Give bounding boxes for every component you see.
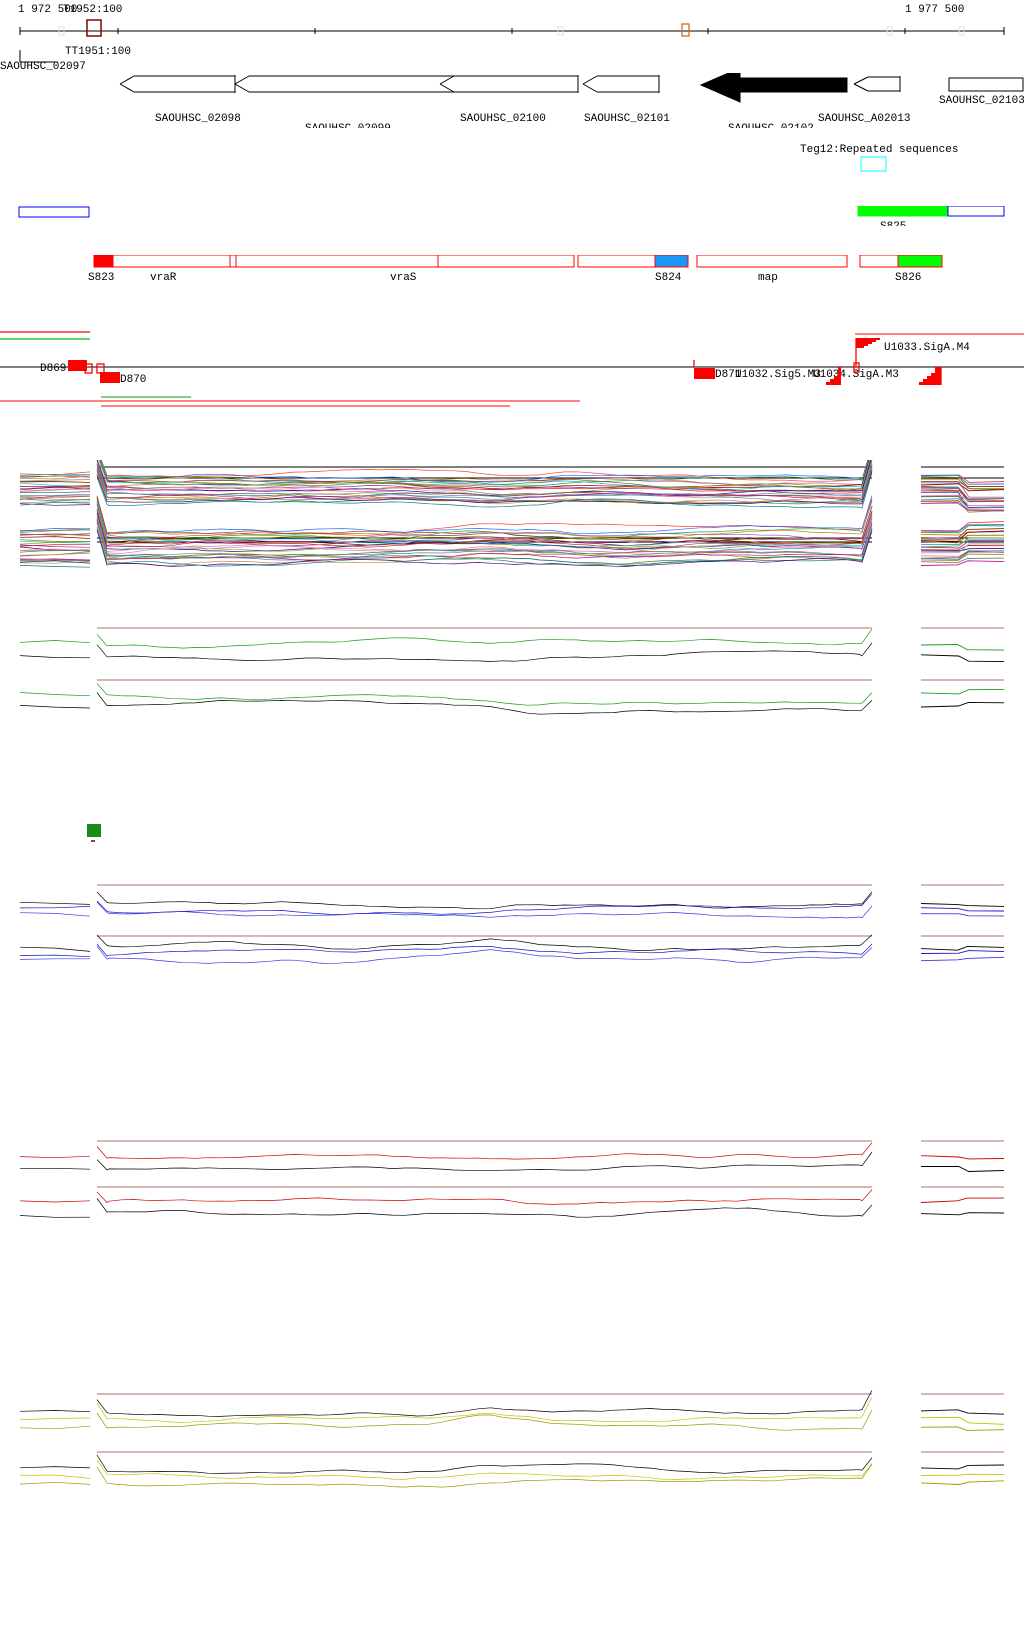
svg-text:U1033.SigA.M4: U1033.SigA.M4 <box>884 342 970 354</box>
svg-text:D870: D870 <box>120 374 146 386</box>
svg-text:SAOUHSC_02097: SAOUHSC_02097 <box>0 61 86 72</box>
svg-text:TT1951:100: TT1951:100 <box>65 46 131 58</box>
svg-text:S826: S826 <box>895 272 921 284</box>
svg-text:SAOUHSC_02102: SAOUHSC_02102 <box>728 123 814 128</box>
svg-text:1 977 500: 1 977 500 <box>905 4 964 16</box>
svg-text:S825: S825 <box>880 221 906 226</box>
svg-text:vraR: vraR <box>150 272 177 284</box>
svg-text:Teg12:Repeated sequences: Teg12:Repeated sequences <box>800 144 958 156</box>
svg-text:T1952:100: T1952:100 <box>63 4 122 16</box>
svg-text:U1034.SigA.M3: U1034.SigA.M3 <box>813 369 899 381</box>
svg-text:map: map <box>758 272 778 284</box>
svg-text:S823: S823 <box>88 272 114 284</box>
svg-text:D869: D869 <box>40 363 66 375</box>
svg-text:U1032.Sig5.M3: U1032.Sig5.M3 <box>735 369 821 381</box>
svg-text:SAOUHSC_02098: SAOUHSC_02098 <box>155 113 241 125</box>
svg-text:vraS: vraS <box>390 272 417 284</box>
svg-text:SAOUHSC_02100: SAOUHSC_02100 <box>460 113 546 125</box>
svg-text:SAOUHSC_02099: SAOUHSC_02099 <box>305 123 391 128</box>
svg-text:SAOUHSC_A02013: SAOUHSC_A02013 <box>818 113 910 125</box>
svg-text:S824: S824 <box>655 272 682 284</box>
svg-text:SAOUHSC_02101: SAOUHSC_02101 <box>584 113 670 125</box>
svg-text:SAOUHSC_02103: SAOUHSC_02103 <box>939 95 1024 107</box>
